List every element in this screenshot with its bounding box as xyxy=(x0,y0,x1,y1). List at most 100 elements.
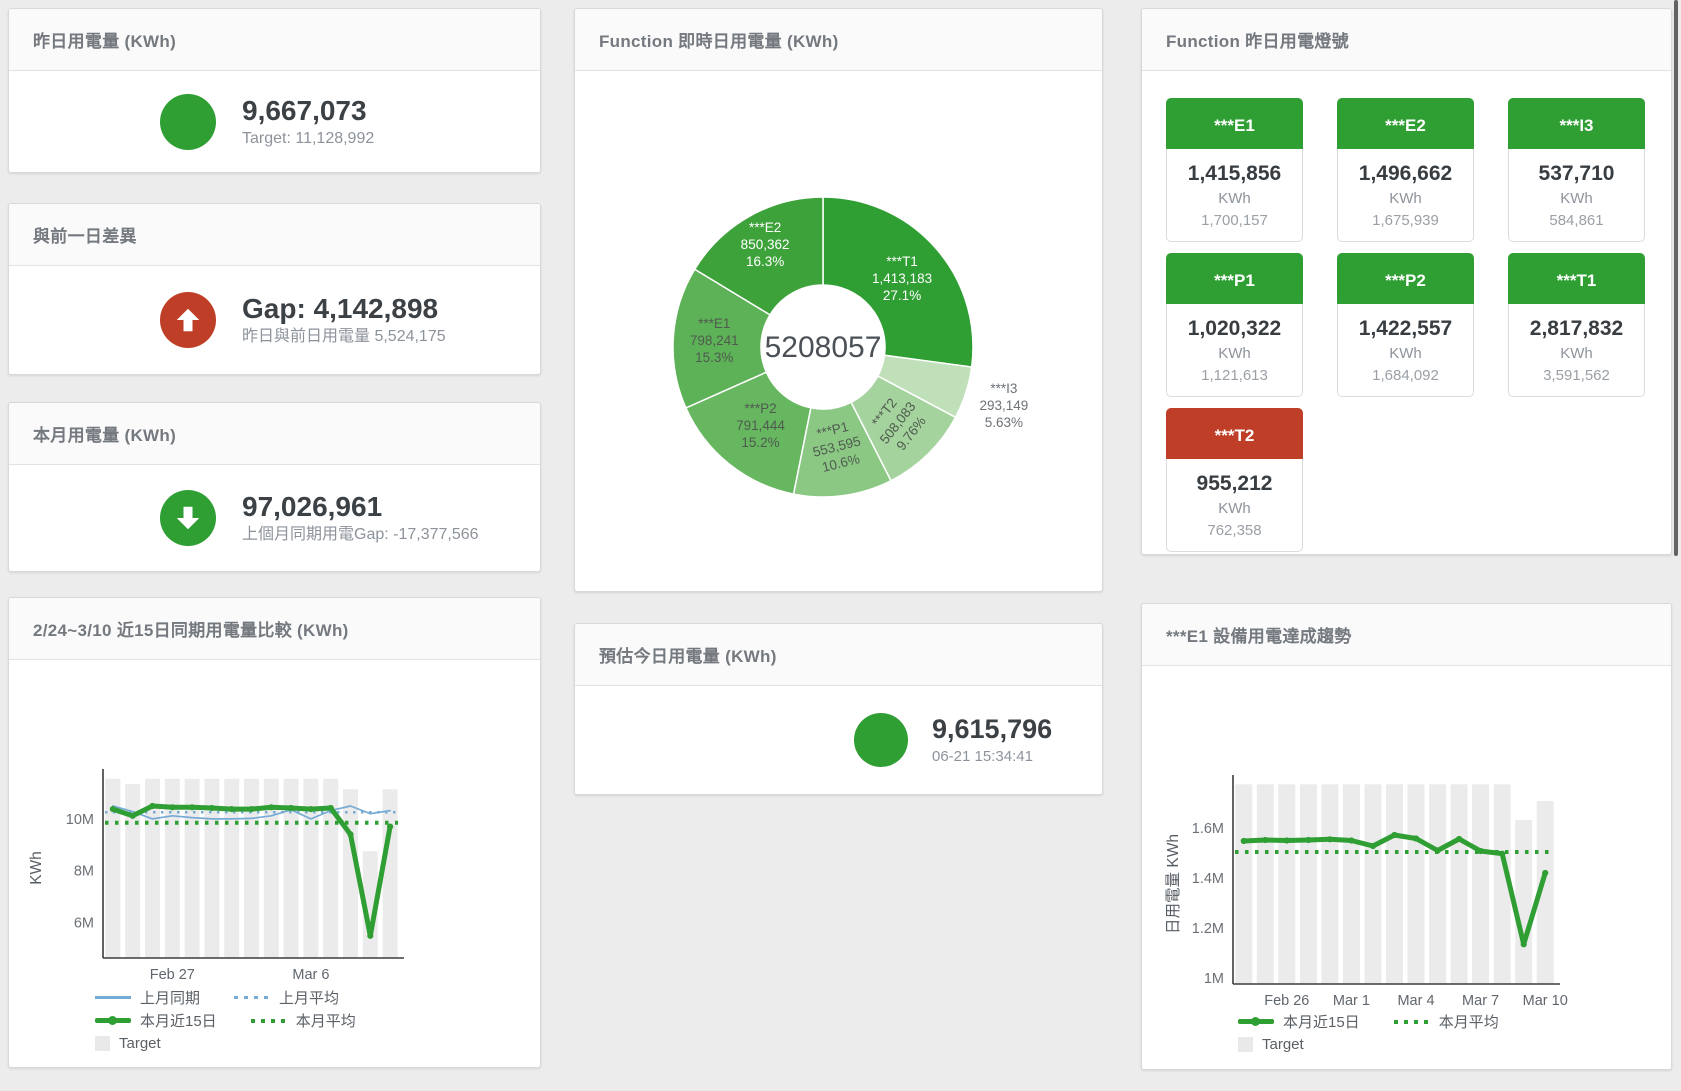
scrollbar-thumb[interactable] xyxy=(1674,0,1678,556)
series-marker xyxy=(327,804,334,812)
card-trend-title: ***E1 設備用電達成趨勢 xyxy=(1166,627,1352,646)
light-tile-value: 1,496,662 xyxy=(1358,162,1453,185)
donut-slice-label-E1: ***E1 798,241 15.3% xyxy=(690,316,739,365)
legend-marker-square xyxy=(1238,1037,1253,1052)
legend-item-本月近15日[interactable]: 本月近15日 xyxy=(1238,1011,1360,1032)
card-yesterday-body: 9,667,073 Target: 11,128,992 xyxy=(9,71,540,172)
card-estimate-body: 9,615,796 06-21 15:34:41 xyxy=(575,686,1102,794)
target-bar xyxy=(1472,784,1490,984)
compare-chart-svg: 6M 8M 10M Feb 27 Mar 6 KWh xyxy=(28,769,404,983)
legend-item-上月同期[interactable]: 上月同期 xyxy=(95,987,200,1008)
legend-marker-dotted-line xyxy=(1393,1019,1430,1024)
light-tile-value: 1,415,856 xyxy=(1187,162,1282,185)
light-tile-T2: ***T2 955,212 KWh 762,358 xyxy=(1166,408,1303,552)
stat-subtitle: 06-21 15:34:41 xyxy=(932,748,1033,765)
series-marker xyxy=(228,806,235,813)
series-marker xyxy=(109,806,116,813)
legend-item-本月平均[interactable]: 本月平均 xyxy=(1393,1011,1499,1032)
legend-item-本月平均[interactable]: 本月平均 xyxy=(250,1010,356,1031)
card-gap-title: 與前一日差異 xyxy=(33,227,137,246)
legend-item-上月平均[interactable]: 上月平均 xyxy=(234,987,339,1008)
series-marker xyxy=(1391,831,1398,839)
legend-label: 上月平均 xyxy=(279,990,340,1007)
donut-svg: ***T1 1,413,183 27.1%***I3 293,149 5.63%***T… xyxy=(672,196,1028,498)
stat-subtitle: 昨日與前日用電量 5,524,175 xyxy=(242,328,446,345)
light-tile-unit: KWh xyxy=(1560,345,1593,362)
light-tile-value: 955,212 xyxy=(1196,472,1273,495)
donut-slice-P2[interactable] xyxy=(684,371,812,495)
y-tick-label: 1.4M xyxy=(1192,871,1224,887)
stat-text-block: Gap: 4,142,898 昨日與前日用電量 5,524,175 xyxy=(242,292,446,348)
donut-slice-T1[interactable] xyxy=(822,196,974,368)
legend-item-Target[interactable]: Target xyxy=(1238,1036,1304,1053)
x-tick-label: Mar 4 xyxy=(1397,993,1434,1009)
arrow-up-circle-icon xyxy=(160,292,216,348)
legend-label: 本月近15日 xyxy=(1283,1014,1360,1031)
legend-marker-line xyxy=(95,996,131,999)
target-bar xyxy=(1321,784,1339,984)
light-tile-body: 955,212 KWh 762,358 xyxy=(1166,459,1303,552)
light-tile-header: ***E2 xyxy=(1337,98,1474,153)
target-bar xyxy=(1429,784,1447,984)
card-lights: Function 昨日用電燈號 ***E1 1,415,856 KWh 1,700,1… xyxy=(1141,8,1672,555)
legend-label: Target xyxy=(119,1035,161,1052)
stat-text-block: 9,615,796 06-21 15:34:41 xyxy=(932,712,1052,768)
card-lights-header: Function 昨日用電燈號 xyxy=(1142,9,1671,71)
target-bar xyxy=(1278,784,1296,984)
arrow-down-icon xyxy=(176,506,200,530)
target-bar xyxy=(1299,784,1317,984)
stat-value: 9,615,796 xyxy=(932,714,1053,744)
y-axis-title: 日用電量 KWh xyxy=(1165,834,1182,934)
target-bar xyxy=(125,784,141,958)
light-tile-header: ***P1 xyxy=(1166,253,1303,308)
stat-text-block: 97,026,961 上個月同期用電Gap: -17,377,566 xyxy=(242,490,479,546)
card-donut-title: Function 即時日用電量 (KWh) xyxy=(599,32,839,51)
donut-slice-E1[interactable] xyxy=(672,268,772,409)
target-bar xyxy=(1450,784,1468,984)
light-tile-value: 537,710 xyxy=(1538,162,1615,185)
x-tick-label: Feb 26 xyxy=(1264,993,1309,1009)
target-bar xyxy=(1515,820,1533,984)
target-bar xyxy=(1342,784,1360,984)
card-month-header: 本月用電量 (KWh) xyxy=(9,403,540,465)
card-compare-header: 2/24~3/10 近15日同期用電量比較 (KWh) xyxy=(9,598,540,660)
series-marker xyxy=(208,804,215,812)
light-tile-header: ***I3 xyxy=(1508,98,1645,153)
stat-subtitle: Target: 11,128,992 xyxy=(242,129,375,147)
card-gap-prev-day: 與前一日差異 Gap: 4,142,898 昨日與前日用電量 5,524,175 xyxy=(8,203,541,375)
light-tile-unit: KWh xyxy=(1389,190,1422,207)
donut-slice-E2[interactable] xyxy=(693,196,824,316)
light-tile-body: 1,020,322 KWh 1,121,613 xyxy=(1166,304,1303,397)
series-marker xyxy=(1305,836,1312,844)
donut-center-total: 5208057 xyxy=(765,331,882,364)
light-tile-unit: KWh xyxy=(1389,345,1422,362)
legend-marker-thick-line xyxy=(1238,1017,1274,1026)
compare-chart-legend: 上月同期 上月平均本月近15日 本月平均 Target xyxy=(95,988,356,1053)
card-lights-title: Function 昨日用電燈號 xyxy=(1166,32,1349,51)
light-tile-E2: ***E2 1,496,662 KWh 1,675,939 xyxy=(1337,98,1474,242)
lights-grid: ***E1 1,415,856 KWh 1,700,157 ***E2 1,496,662… xyxy=(1166,98,1645,552)
series-marker xyxy=(1456,835,1463,843)
target-bar xyxy=(1493,784,1511,984)
y-tick-label: 6M xyxy=(74,915,94,931)
light-tile-target: 584,861 xyxy=(1549,212,1604,229)
card-realtime-donut: Function 即時日用電量 (KWh) ***T1 1,413,183 27.1… xyxy=(574,8,1103,592)
series-marker xyxy=(268,804,275,811)
light-tile-body: 1,496,662 KWh 1,675,939 xyxy=(1337,149,1474,242)
legend-item-本月近15日[interactable]: 本月近15日 xyxy=(95,1010,217,1031)
trend-chart: 1M 1.2M 1.4M 1.6M Feb 26 Mar 1 Mar 4 Mar 7 Mar 1… xyxy=(1142,666,1671,1070)
target-bar xyxy=(382,789,398,958)
series-marker xyxy=(1520,941,1527,948)
light-tile-target: 762,358 xyxy=(1207,522,1262,539)
light-tile-T1: ***T1 2,817,832 KWh 3,591,562 xyxy=(1508,253,1645,397)
light-tile-header: ***E1 xyxy=(1166,98,1303,153)
donut-slice-label-E2: ***E2 850,362 16.3% xyxy=(741,220,790,269)
donut-slice-label-P2: ***P2 791,444 15.2% xyxy=(736,401,785,450)
legend-item-Target[interactable]: Target xyxy=(95,1035,161,1052)
series-marker xyxy=(367,932,374,939)
stat-text-block: 9,667,073 Target: 11,128,992 xyxy=(242,94,374,150)
arrow-down-circle-icon xyxy=(160,490,216,546)
series-marker xyxy=(288,804,295,812)
legend-row: Target xyxy=(95,1034,356,1053)
legend-row: 本月近15日 本月平均 xyxy=(95,1011,356,1030)
